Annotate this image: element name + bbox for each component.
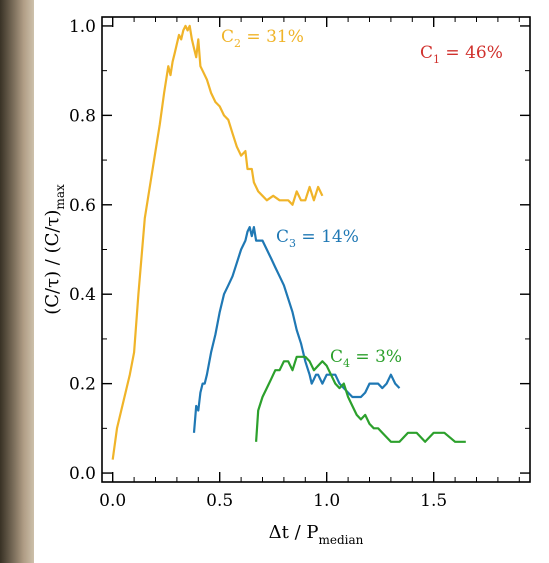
annotation-c3-rest: = 14% xyxy=(296,227,359,247)
annotation-c4-rest: = 3% xyxy=(350,347,402,367)
y-axis-label-main: (C/τ) / (C/τ) xyxy=(42,210,63,315)
y-tick-label: 1.0 xyxy=(69,17,96,37)
annotation-c4-base: C xyxy=(330,347,343,367)
series-line-c4 xyxy=(255,355,466,443)
y-tick-label: 0.4 xyxy=(69,285,96,305)
plot-lines xyxy=(111,24,466,460)
y-tick-label: 0.2 xyxy=(69,375,96,395)
y-axis-label-sub: max xyxy=(53,184,67,210)
x-tick-label: 1.0 xyxy=(313,491,340,511)
y-tick-label: 0.8 xyxy=(69,106,96,126)
annotation-c3: C3 = 14% xyxy=(276,227,359,250)
series-line-c2 xyxy=(111,24,324,460)
x-axis-label: Δt / Pmedian xyxy=(269,522,364,547)
tick-labels: 0.0 0.5 1.0 1.5 0.0 0.2 0.4 0.6 0.8 1.0 xyxy=(69,17,447,511)
annotation-c4: C4 = 3% xyxy=(330,347,402,370)
annotation-c2-sub: 2 xyxy=(234,37,241,50)
annotation-c1-rest: = 46% xyxy=(440,43,503,63)
annotation-c3-sub: 3 xyxy=(289,237,296,250)
annotation-c2: C2 = 31% xyxy=(221,27,304,50)
background-photo-strip xyxy=(0,0,34,563)
annotation-c2-base: C xyxy=(221,27,234,47)
x-tick-label: 0.5 xyxy=(206,491,233,511)
chart-panel xyxy=(34,0,549,563)
annotation-c1-base: C xyxy=(420,43,433,63)
series-line-c3 xyxy=(192,226,401,433)
annotation-c3-base: C xyxy=(276,227,289,247)
plot-frame xyxy=(101,16,531,483)
x-axis-label-main: Δt / P xyxy=(269,522,319,543)
y-tick-label: 0.0 xyxy=(69,464,96,484)
x-tick-label: 0.0 xyxy=(99,491,126,511)
y-tick-label: 0.6 xyxy=(69,196,96,216)
annotation-c1-sub: 1 xyxy=(433,53,440,66)
annotation-c1: C1 = 46% xyxy=(420,43,503,66)
x-axis-label-sub: median xyxy=(318,533,363,547)
annotation-c4-sub: 4 xyxy=(343,357,350,370)
axis-ticks xyxy=(102,17,530,482)
y-axis-label: (C/τ) / (C/τ)max xyxy=(42,184,67,315)
x-tick-label: 1.5 xyxy=(420,491,447,511)
annotation-c2-rest: = 31% xyxy=(241,27,304,47)
